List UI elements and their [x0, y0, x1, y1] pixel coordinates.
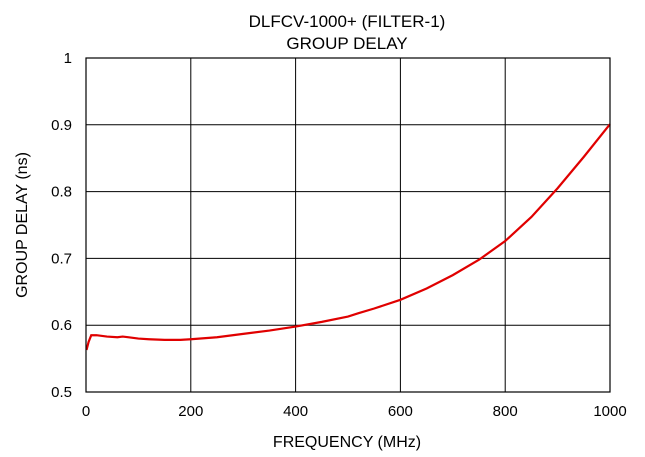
x-tick-label: 600 [388, 403, 413, 420]
y-tick-label: 0.8 [51, 184, 72, 201]
x-tick-label: 800 [493, 403, 518, 420]
y-tick-label: 0.6 [51, 317, 72, 334]
group-delay-series-line [85, 123, 611, 351]
chart-subtitle: GROUP DELAY [286, 34, 407, 53]
y-tick-label: 0.9 [51, 117, 72, 134]
y-tick-label: 0.7 [51, 250, 72, 267]
series-layer [85, 123, 611, 351]
plot-frame [85, 57, 611, 393]
tick-labels: 0 200 400 600 800 1000 0.5 0.6 0.7 0.8 0.9 1 [51, 50, 627, 420]
x-tick-label: 400 [283, 403, 308, 420]
y-tick-label: 1 [64, 50, 72, 67]
grid-lines [85, 57, 611, 393]
y-axis-label: GROUP DELAY (ns) [14, 152, 31, 298]
x-axis-label: FREQUENCY (MHz) [273, 434, 421, 451]
x-tick-label: 0 [82, 403, 90, 420]
chart-title: DLFCV-1000+ (FILTER-1) [249, 12, 446, 31]
y-tick-label: 0.5 [51, 384, 72, 401]
x-tick-label: 1000 [593, 403, 626, 420]
x-tick-label: 200 [178, 403, 203, 420]
